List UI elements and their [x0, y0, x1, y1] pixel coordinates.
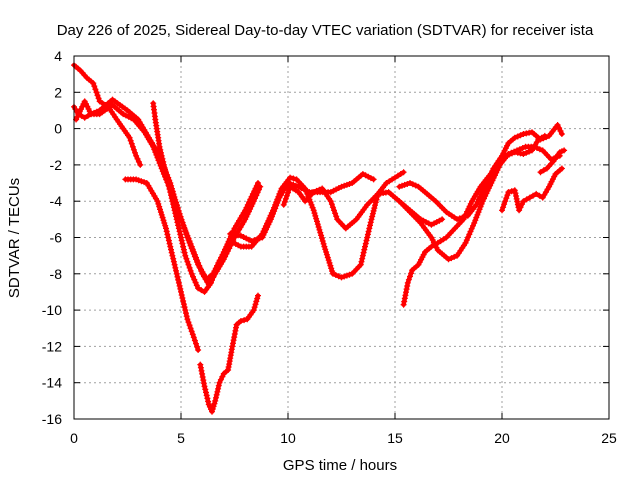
data-series [197, 292, 261, 415]
y-tick-label: 0 [54, 121, 62, 137]
y-tick-label: 4 [54, 48, 62, 64]
series-plus-markers [400, 132, 548, 308]
y-tick-label: -6 [50, 230, 63, 246]
y-tick-labels: 4 2 0 -2 -4 -6 -8 -10 -12 -14 -16 [42, 48, 62, 427]
series-plus-markers [537, 147, 568, 176]
x-tick-label: 10 [280, 430, 296, 446]
x-tick-label: 5 [177, 430, 185, 446]
x-tick-label: 20 [494, 430, 510, 446]
data-series [400, 132, 548, 308]
tick-marks [73, 55, 610, 420]
x-tick-label: 15 [387, 430, 403, 446]
y-tick-label: -12 [42, 338, 62, 354]
data-series [150, 100, 223, 295]
y-tick-label: -10 [42, 302, 62, 318]
data-series [537, 147, 568, 176]
y-tick-label: -16 [42, 411, 62, 427]
series-plus-markers [227, 169, 407, 281]
data-series [122, 176, 202, 353]
data-series-group [71, 62, 568, 415]
y-tick-label: -4 [50, 193, 63, 209]
y-tick-label: -14 [42, 375, 62, 391]
series-plus-markers [197, 292, 261, 415]
data-series [227, 169, 407, 281]
data-series [499, 165, 565, 214]
x-axis-label: GPS time / hours [283, 457, 397, 474]
series-plus-markers [122, 176, 202, 353]
x-tick-labels: 0 5 10 15 20 25 [70, 430, 617, 446]
series-plus-markers [150, 100, 223, 295]
y-axis-label: SDTVAR / TECUs [6, 178, 23, 298]
x-tick-label: 0 [70, 430, 78, 446]
y-tick-label: -8 [50, 266, 63, 282]
series-plus-markers [499, 165, 565, 214]
y-tick-label: -2 [50, 157, 63, 173]
y-tick-label: 2 [54, 84, 62, 100]
x-tick-label: 25 [601, 430, 617, 446]
chart-title: Day 226 of 2025, Sidereal Day-to-day VTE… [57, 22, 594, 39]
